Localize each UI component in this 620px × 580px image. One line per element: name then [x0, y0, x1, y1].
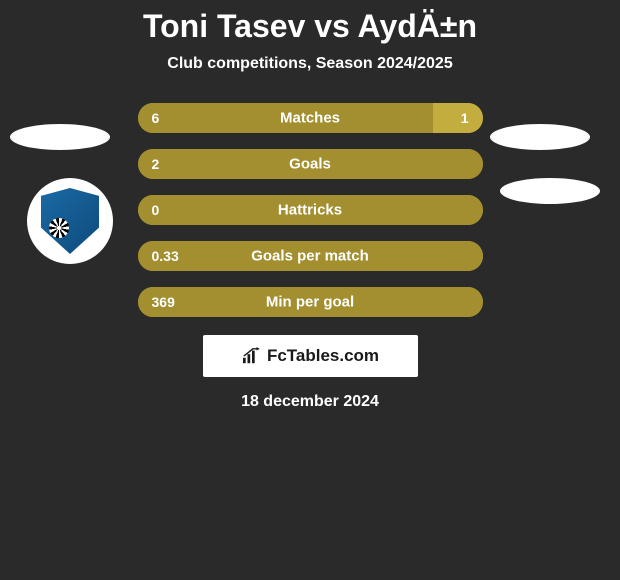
page-title: Toni Tasev vs AydÄ±n — [0, 0, 620, 45]
stat-left-value: 6 — [152, 110, 160, 126]
stat-row: 2 Goals — [138, 149, 483, 179]
stat-left-value: 0 — [152, 202, 160, 218]
chart-icon — [241, 347, 263, 365]
stat-label: Hattricks — [278, 202, 342, 219]
right-ellipse-2 — [500, 178, 600, 204]
date-label: 18 december 2024 — [0, 393, 620, 411]
stat-left-value: 2 — [152, 156, 160, 172]
team-shield-icon — [41, 188, 99, 254]
left-player-logo — [27, 178, 113, 264]
left-ellipse — [10, 124, 110, 150]
bar-right-fill — [433, 103, 482, 133]
stat-row: 0 Hattricks — [138, 195, 483, 225]
stat-row: 6 1 Matches — [138, 103, 483, 133]
stat-left-value: 0.33 — [152, 248, 179, 264]
stat-label: Matches — [280, 110, 340, 127]
stat-right-value: 1 — [461, 110, 469, 126]
subtitle: Club competitions, Season 2024/2025 — [0, 55, 620, 73]
stat-row: 369 Min per goal — [138, 287, 483, 317]
stat-label: Goals — [289, 156, 331, 173]
right-ellipse-1 — [490, 124, 590, 150]
stat-row: 0.33 Goals per match — [138, 241, 483, 271]
branding-text: FcTables.com — [267, 346, 379, 366]
branding-badge: FcTables.com — [203, 335, 418, 377]
stat-label: Goals per match — [251, 248, 369, 265]
stat-label: Min per goal — [266, 294, 354, 311]
stat-left-value: 369 — [152, 294, 175, 310]
stat-bars: 6 1 Matches 2 Goals 0 Hattricks 0.33 Goals per m… — [138, 103, 483, 317]
